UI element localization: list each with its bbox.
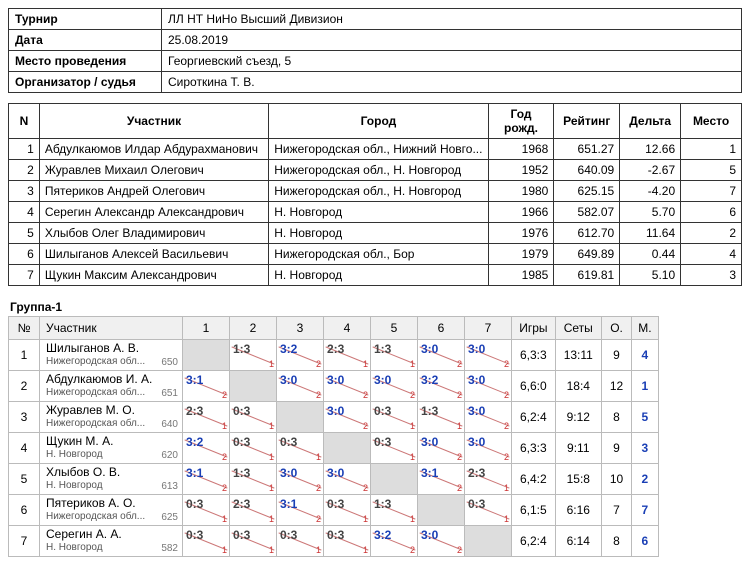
roster-row: 1Абдулкаюмов Илдар АбдурахмановичНижегор…: [9, 139, 742, 160]
info-label: Организатор / судья: [9, 72, 162, 93]
col-m: М.: [632, 317, 658, 340]
col-name: Участник: [39, 104, 268, 139]
col-year: Год рожд.: [488, 104, 554, 139]
roster-row: 5Хлыбов Олег ВладимировичН. Новгород1976…: [9, 223, 742, 244]
col-n: N: [9, 104, 40, 139]
roster-row: 3Пятериков Андрей ОлеговичНижегородская …: [9, 181, 742, 202]
group-title: Группа-1: [10, 300, 742, 314]
col-opp: 4: [324, 317, 371, 340]
col-sets: Сеты: [555, 317, 601, 340]
col-opp: 5: [371, 317, 418, 340]
col-opp: 3: [277, 317, 324, 340]
roster-row: 7Щукин Максим АлександровичН. Новгород19…: [9, 265, 742, 286]
cross-row: 5Хлыбов О. В.Н. Новгород6133:121:313:023…: [9, 464, 659, 495]
info-value: 25.08.2019: [162, 30, 742, 51]
info-value: Сироткина Т. В.: [162, 72, 742, 93]
col-opp: 7: [465, 317, 512, 340]
info-label: Турнир: [9, 9, 162, 30]
col-games: Игры: [512, 317, 556, 340]
roster-row: 4Серегин Александр АлександровичН. Новго…: [9, 202, 742, 223]
col-num: №: [9, 317, 40, 340]
info-value: ЛЛ НТ НиНо Высший Дивизион: [162, 9, 742, 30]
cross-row: 4Щукин М. А.Н. Новгород6203:220:310:310:…: [9, 433, 659, 464]
cross-row: 6Пятериков А. О.Нижегородская обл...6250…: [9, 495, 659, 526]
col-city: Город: [269, 104, 488, 139]
col-rating: Рейтинг: [554, 104, 620, 139]
col-place: Место: [681, 104, 742, 139]
info-label: Место проведения: [9, 51, 162, 72]
roster-row: 2Журавлев Михаил ОлеговичНижегородская о…: [9, 160, 742, 181]
info-label: Дата: [9, 30, 162, 51]
col-o: О.: [601, 317, 631, 340]
cross-row: 2Абдулкаюмов И. А.Нижегородская обл...65…: [9, 371, 659, 402]
tournament-info-table: ТурнирЛЛ НТ НиНо Высший ДивизионДата25.0…: [8, 8, 742, 93]
cross-row: 7Серегин А. А.Н. Новгород5820:310:310:31…: [9, 526, 659, 557]
col-opp: 2: [230, 317, 277, 340]
col-opp: 6: [418, 317, 465, 340]
cross-row: 1Шилыганов А. В.Нижегородская обл...6501…: [9, 340, 659, 371]
roster-row: 6Шилыганов Алексей ВасильевичНижегородск…: [9, 244, 742, 265]
crosstable: №Участник1234567ИгрыСетыО.М. 1Шилыганов …: [8, 316, 659, 557]
info-value: Георгиевский съезд, 5: [162, 51, 742, 72]
cross-row: 3Журавлев М. О.Нижегородская обл...6402:…: [9, 402, 659, 433]
roster-table: NУчастникГородГод рожд.РейтингДельтаМест…: [8, 103, 742, 286]
col-participant: Участник: [40, 317, 183, 340]
col-opp: 1: [183, 317, 230, 340]
col-delta: Дельта: [620, 104, 681, 139]
